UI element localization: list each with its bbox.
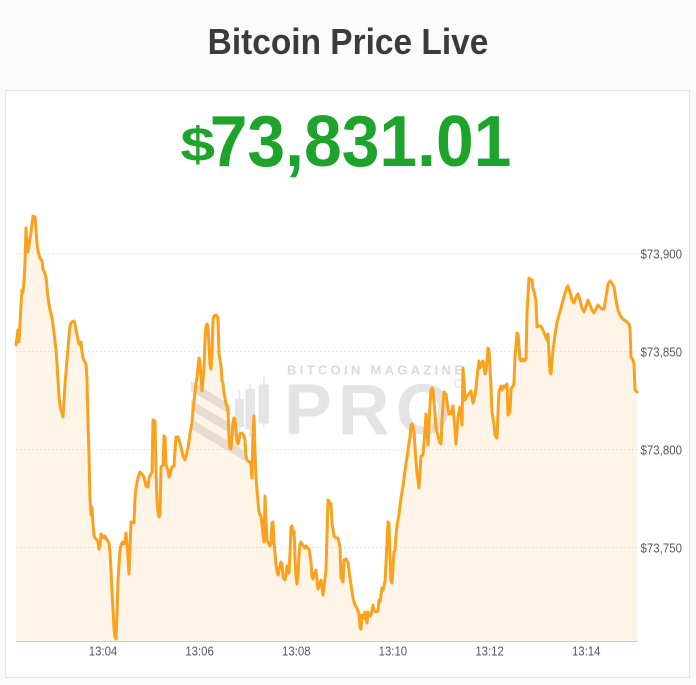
svg-text:$73,850: $73,850 [641, 345, 683, 360]
svg-text:$73,800: $73,800 [641, 443, 683, 458]
svg-text:13:06: 13:06 [185, 645, 214, 659]
svg-text:13:04: 13:04 [89, 645, 118, 659]
svg-text:BITCOIN MAGAZINE: BITCOIN MAGAZINE [287, 363, 466, 378]
svg-text:$73,900: $73,900 [641, 247, 683, 262]
svg-text:13:12: 13:12 [475, 645, 504, 659]
svg-text:13:10: 13:10 [379, 645, 408, 659]
svg-text:$73,750: $73,750 [641, 541, 683, 556]
svg-text:13:08: 13:08 [282, 645, 311, 659]
svg-text:13:14: 13:14 [572, 645, 601, 659]
